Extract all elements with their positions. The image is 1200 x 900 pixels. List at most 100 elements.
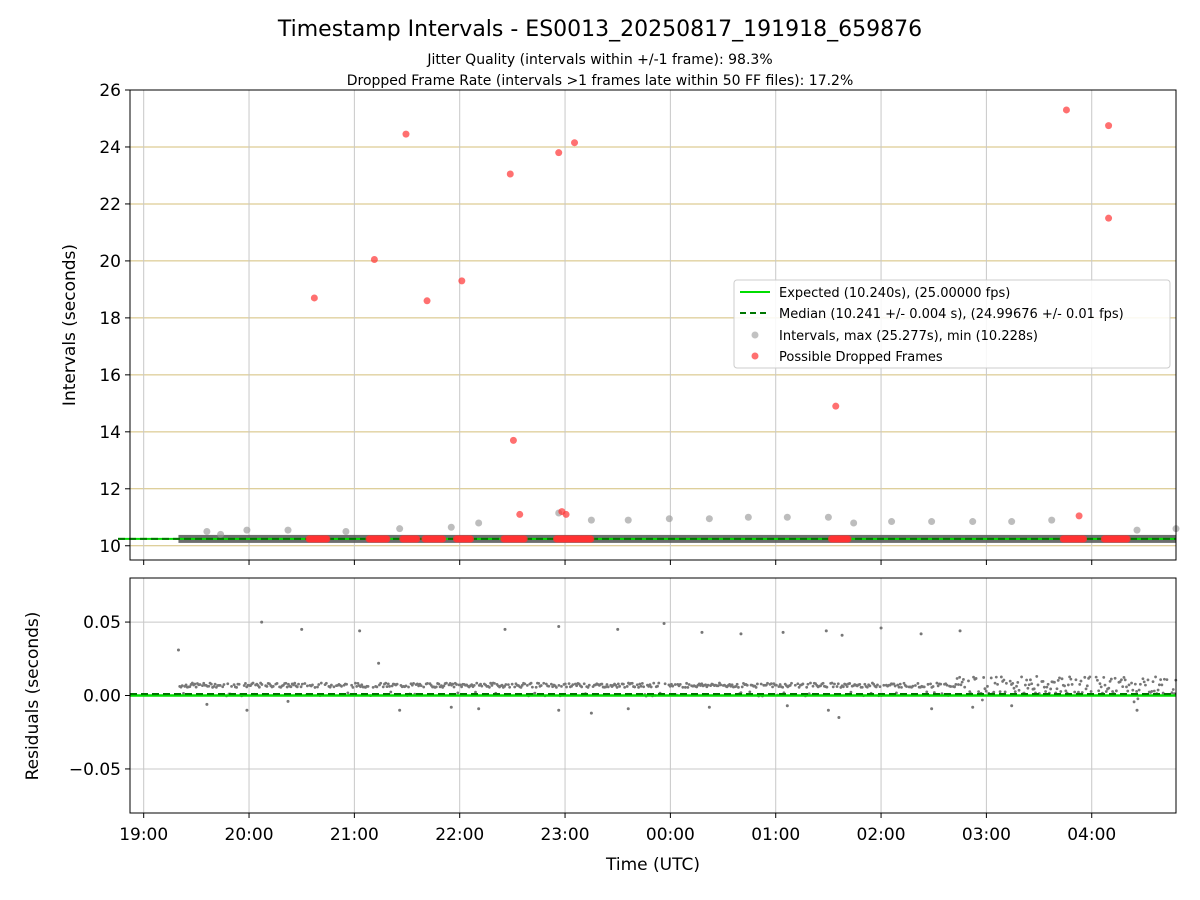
residual-point <box>209 682 213 686</box>
residual-point <box>652 681 656 685</box>
residual-point <box>785 704 789 708</box>
residual-point <box>455 683 458 686</box>
residual-point <box>606 685 610 689</box>
interval-point <box>969 518 977 526</box>
residual-point <box>388 684 391 688</box>
residual-point <box>1060 677 1064 681</box>
residual-point <box>493 681 496 685</box>
residual-point <box>897 685 901 689</box>
residual-point <box>868 684 872 688</box>
residual-point <box>837 716 841 720</box>
residual-point <box>759 682 763 686</box>
dropped-frame-point <box>1105 122 1113 130</box>
residual-point <box>1108 679 1112 683</box>
residual-point <box>840 633 844 637</box>
residual-point <box>835 685 839 688</box>
residual-point <box>1013 690 1017 693</box>
residual-point <box>1099 685 1103 689</box>
residual-point <box>460 685 464 689</box>
residual-point <box>926 682 930 686</box>
residual-point <box>860 685 864 689</box>
residual-point <box>198 683 202 686</box>
residual-point <box>1096 678 1099 682</box>
residual-point <box>490 683 494 687</box>
residual-point <box>1078 682 1082 686</box>
x-tick-label: 19:00 <box>119 825 168 845</box>
residual-point <box>398 708 402 712</box>
interval-point <box>217 530 225 538</box>
top-plot-frame <box>129 89 1177 561</box>
residual-point <box>778 683 782 686</box>
residual-point <box>257 685 261 689</box>
dropped-frame-point <box>506 170 514 178</box>
residual-point <box>730 683 734 687</box>
residual-point <box>520 683 524 687</box>
residual-point <box>874 685 878 689</box>
residual-point <box>1042 685 1046 689</box>
residual-point <box>539 684 543 687</box>
residual-point <box>1046 682 1050 686</box>
top-y-tick-label: 26 <box>99 81 121 101</box>
residual-point <box>719 683 723 687</box>
top-y-axis-label: Intervals (seconds) <box>60 244 80 406</box>
residual-point <box>557 624 561 628</box>
residual-point <box>1170 691 1174 695</box>
residual-point <box>1157 683 1161 687</box>
residual-point <box>472 683 476 687</box>
residual-point <box>1098 682 1102 686</box>
residual-point <box>1122 675 1126 679</box>
residual-point <box>930 707 934 711</box>
residual-point <box>475 681 479 685</box>
residual-point <box>297 682 300 686</box>
dropped-frame-point <box>323 535 331 543</box>
interval-point <box>342 528 350 536</box>
residual-point <box>1020 675 1023 679</box>
residual-point <box>745 683 749 687</box>
residual-point <box>939 682 943 686</box>
residual-point <box>737 685 740 689</box>
residual-point <box>356 682 360 685</box>
residual-point <box>1010 704 1014 708</box>
residual-point <box>1026 686 1030 690</box>
residual-point <box>788 683 792 687</box>
residual-point <box>1138 682 1142 686</box>
residual-point <box>735 682 739 686</box>
intervals-plot: 10 12 14 16 18 20 22 24 26 <box>99 81 1180 565</box>
residual-point <box>489 681 493 685</box>
residual-point <box>1135 690 1139 693</box>
residual-point <box>858 682 862 686</box>
residual-point <box>1012 686 1016 690</box>
residual-point <box>1008 679 1012 683</box>
residual-point <box>793 683 797 687</box>
residual-point <box>1151 680 1155 684</box>
residual-point <box>1049 687 1053 691</box>
residual-point <box>1069 677 1073 681</box>
chart-subtitle-dropped: Dropped Frame Rate (intervals >1 frames … <box>347 73 854 89</box>
residual-point <box>844 683 848 686</box>
residual-point <box>999 675 1003 679</box>
residual-point <box>235 685 239 689</box>
residual-point <box>230 685 233 688</box>
interval-point <box>665 515 673 523</box>
residual-point <box>949 685 953 688</box>
residual-point <box>480 684 484 688</box>
residual-point <box>1005 681 1008 685</box>
legend-dropped-label: Possible Dropped Frames <box>779 350 943 365</box>
residual-point <box>919 632 923 636</box>
residual-point <box>1023 683 1027 687</box>
residual-point <box>1131 688 1135 692</box>
residual-point <box>1127 683 1131 687</box>
residual-point <box>980 698 984 702</box>
x-tick-label: 04:00 <box>1067 825 1116 845</box>
residual-point <box>452 685 456 689</box>
residual-point <box>700 682 704 686</box>
residual-point <box>488 685 491 689</box>
residual-point <box>806 682 810 686</box>
residual-point <box>284 681 288 685</box>
residual-point <box>734 685 738 688</box>
residual-point <box>1135 708 1139 712</box>
residual-point <box>993 681 997 685</box>
top-y-tick-label: 16 <box>99 366 121 386</box>
dropped-frame-point <box>516 510 524 518</box>
residual-point <box>706 683 710 687</box>
